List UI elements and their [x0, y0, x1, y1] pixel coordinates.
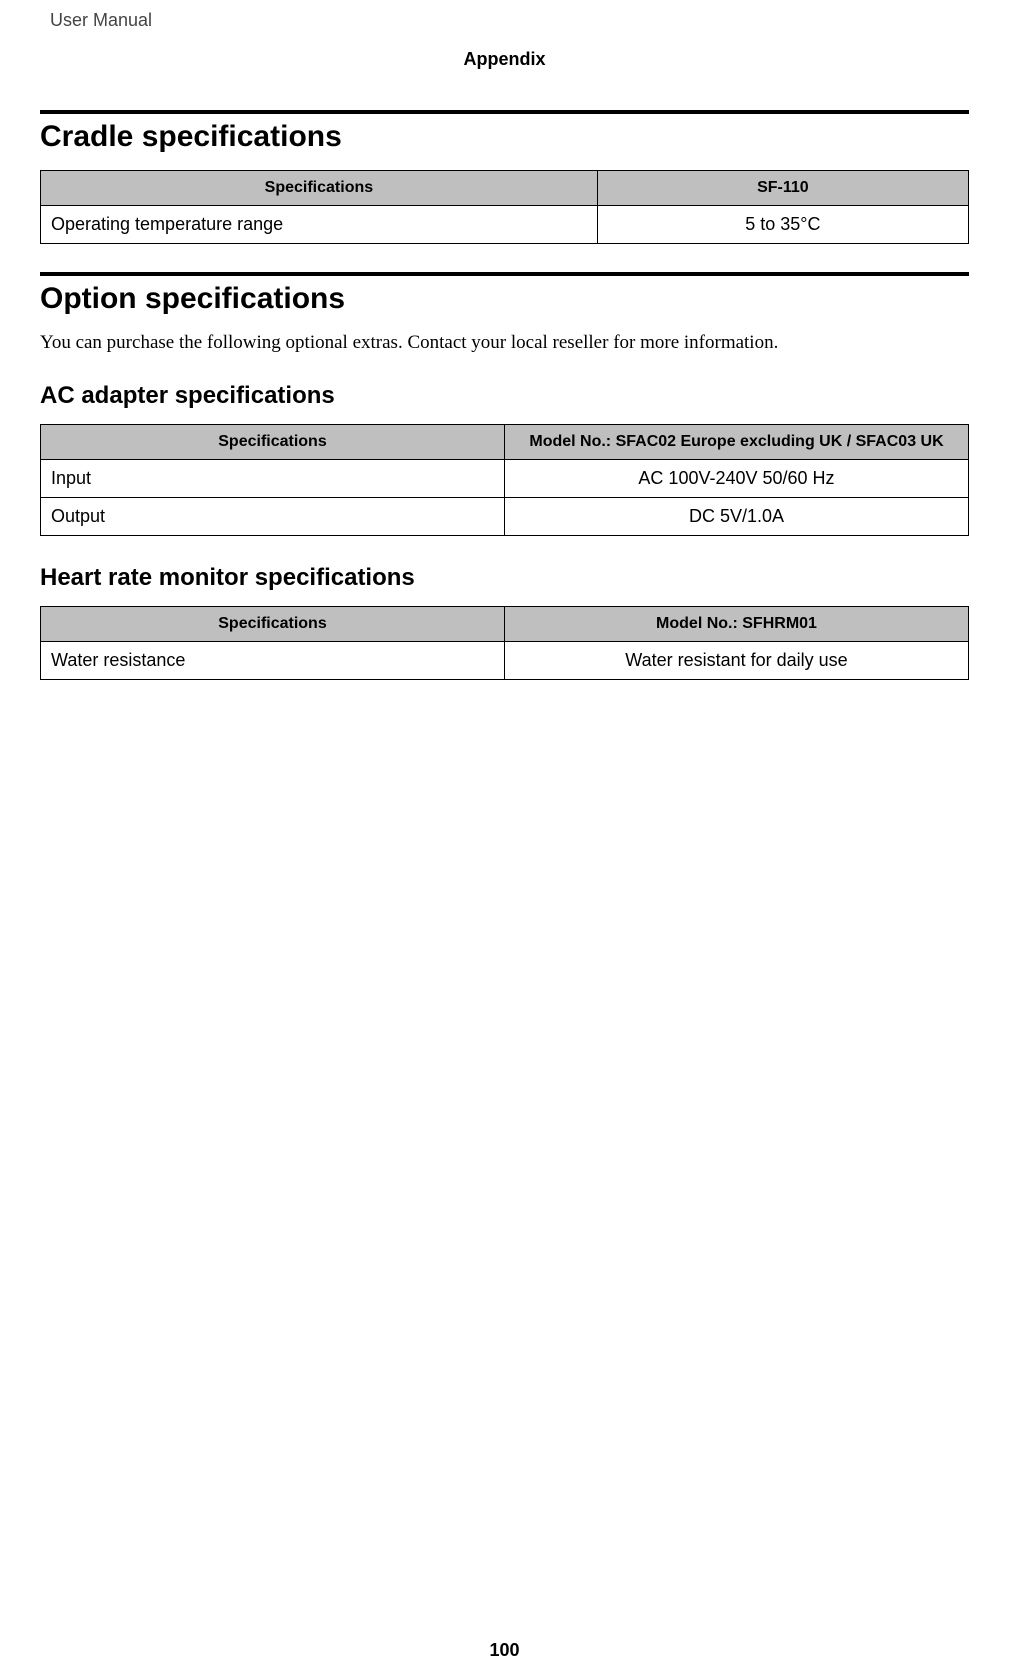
table-row: Input AC 100V-240V 50/60 Hz — [41, 460, 969, 498]
spec-value: AC 100V-240V 50/60 Hz — [505, 460, 969, 498]
hrm-spec-table: Specifications Model No.: SFHRM01 Water … — [40, 606, 969, 680]
page-number: 100 — [0, 1640, 1009, 1661]
table-row: Water resistance Water resistant for dai… — [41, 642, 969, 680]
table-header-right: Model No.: SFHRM01 — [505, 607, 969, 642]
table-row: Output DC 5V/1.0A — [41, 498, 969, 536]
section-rule — [40, 272, 969, 276]
option-intro-text: You can purchase the following optional … — [40, 332, 969, 354]
table-header-left: Specifications — [41, 425, 505, 460]
table-header-row: Specifications Model No.: SFHRM01 — [41, 607, 969, 642]
doc-title: User Manual — [50, 10, 969, 31]
table-row: Operating temperature range 5 to 35°C — [41, 206, 969, 244]
table-header-left: Specifications — [41, 171, 598, 206]
cradle-spec-table: Specifications SF-110 Operating temperat… — [40, 170, 969, 244]
table-header-right: Model No.: SFAC02 Europe excluding UK / … — [505, 425, 969, 460]
spec-value: DC 5V/1.0A — [505, 498, 969, 536]
spec-label: Output — [41, 498, 505, 536]
spec-value: Water resistant for daily use — [505, 642, 969, 680]
section-title-cradle: Cradle specifications — [40, 120, 969, 154]
table-header-row: Specifications SF-110 — [41, 171, 969, 206]
chapter-title: Appendix — [40, 49, 969, 70]
table-header-right: SF-110 — [597, 171, 968, 206]
spec-label: Input — [41, 460, 505, 498]
spec-label: Water resistance — [41, 642, 505, 680]
subsection-title-ac: AC adapter specifications — [40, 382, 969, 410]
table-header-row: Specifications Model No.: SFAC02 Europe … — [41, 425, 969, 460]
subsection-title-hrm: Heart rate monitor specifications — [40, 564, 969, 592]
table-header-left: Specifications — [41, 607, 505, 642]
ac-adapter-spec-table: Specifications Model No.: SFAC02 Europe … — [40, 424, 969, 536]
section-rule — [40, 110, 969, 114]
spec-label: Operating temperature range — [41, 206, 598, 244]
section-title-option: Option specifications — [40, 282, 969, 316]
spec-value: 5 to 35°C — [597, 206, 968, 244]
